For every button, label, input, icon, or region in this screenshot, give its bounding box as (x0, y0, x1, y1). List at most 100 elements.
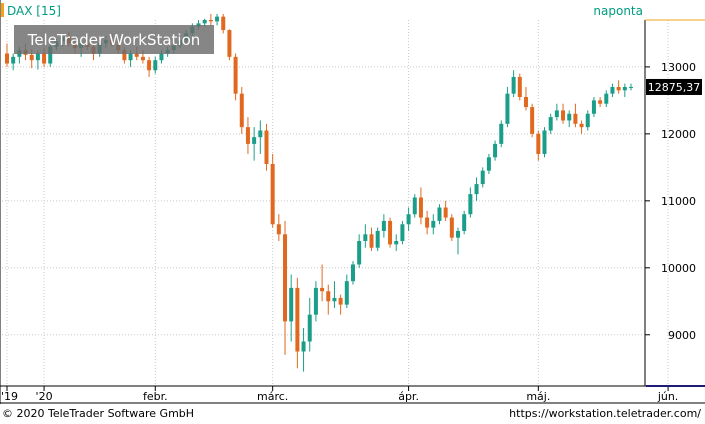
x-tick-label: ápr. (398, 390, 419, 403)
candle (474, 177, 479, 201)
candle (344, 274, 349, 308)
candle (326, 284, 331, 315)
candle-body (301, 341, 306, 352)
candle-body (320, 287, 325, 292)
candle (375, 227, 380, 252)
candle-body (313, 287, 318, 315)
candle (579, 120, 584, 134)
candle (357, 234, 362, 268)
candle-body (221, 16, 226, 31)
candle (456, 227, 461, 255)
axes (0, 0, 705, 404)
chart-title: DAX [15] (7, 4, 61, 18)
candle (363, 224, 368, 248)
candle-body (517, 76, 522, 98)
candle (295, 277, 300, 369)
candle (245, 117, 250, 154)
candle (147, 56, 152, 77)
candle (523, 86, 528, 111)
candle (591, 97, 596, 118)
candle-body (332, 297, 337, 302)
candle-body (326, 291, 331, 302)
candle-body (122, 50, 127, 61)
last-price-value: 12875,37 (648, 81, 701, 94)
candle (425, 210, 430, 235)
candle (412, 194, 417, 218)
candle-body (128, 53, 133, 61)
candle (332, 281, 337, 308)
candle (505, 86, 510, 128)
candle (307, 297, 312, 352)
candle (530, 103, 535, 138)
candle-body (622, 86, 627, 91)
candle-body (147, 60, 152, 71)
x-tick-label: jún. (657, 390, 679, 403)
candle (276, 214, 281, 242)
candle (499, 120, 504, 148)
candle-body (406, 214, 411, 225)
y-tick-label: 12000 (661, 128, 696, 141)
candle (604, 90, 609, 108)
candle (536, 130, 541, 161)
candle-body (443, 207, 448, 218)
candle (369, 227, 374, 252)
candle (301, 328, 306, 372)
candle-body (511, 76, 516, 94)
candle-body (283, 234, 288, 322)
candle (554, 103, 559, 121)
candle-body (468, 194, 473, 215)
candle-body (388, 220, 393, 245)
candle (493, 140, 498, 161)
candle-body (276, 224, 281, 235)
candle-body (252, 137, 257, 144)
candle-body (418, 197, 423, 218)
candle-body (363, 234, 368, 242)
candle (431, 214, 436, 235)
source-url[interactable]: https://workstation.teletrader.com/ (509, 407, 701, 420)
candle (227, 29, 232, 61)
candle-body (5, 53, 9, 64)
candle-body (585, 113, 590, 128)
y-tick-label: 10000 (661, 262, 696, 275)
candle (320, 264, 325, 302)
candle-body (215, 16, 220, 22)
candle (468, 187, 473, 218)
candle-body (480, 170, 485, 185)
candle (462, 210, 467, 235)
candle (400, 220, 405, 245)
candle-body (523, 97, 528, 108)
candle-body (616, 86, 621, 91)
candle-body (202, 20, 207, 24)
candle-body (134, 53, 139, 57)
candle-body (264, 130, 269, 164)
candle-body (431, 220, 436, 228)
candle-body (140, 56, 145, 61)
candle-body (394, 241, 399, 245)
candle-body (381, 220, 386, 231)
candle (437, 204, 442, 225)
candle-body (567, 113, 572, 121)
y-tick-label: 11000 (661, 195, 696, 208)
candle (388, 217, 393, 248)
candle-body (29, 54, 34, 61)
candle-body (258, 130, 263, 138)
candle-body (437, 207, 442, 221)
candle-body (456, 230, 461, 238)
candle-body (270, 163, 275, 225)
candle-body (412, 197, 417, 215)
x-tick-label: márc. (257, 390, 288, 403)
candle-body (159, 53, 164, 61)
candle-body (561, 110, 566, 121)
candle (598, 97, 603, 108)
candle (221, 13, 226, 34)
x-tick-label: '20 (36, 390, 53, 403)
candle (350, 261, 355, 285)
y-tick-label: 9000 (668, 329, 696, 342)
candle-body (554, 110, 559, 118)
candle-body (462, 214, 467, 231)
candle-body (48, 46, 53, 64)
last-price-badge (646, 78, 702, 95)
candle-body (493, 143, 498, 158)
candle-body (530, 107, 535, 134)
candle-body (604, 93, 609, 104)
